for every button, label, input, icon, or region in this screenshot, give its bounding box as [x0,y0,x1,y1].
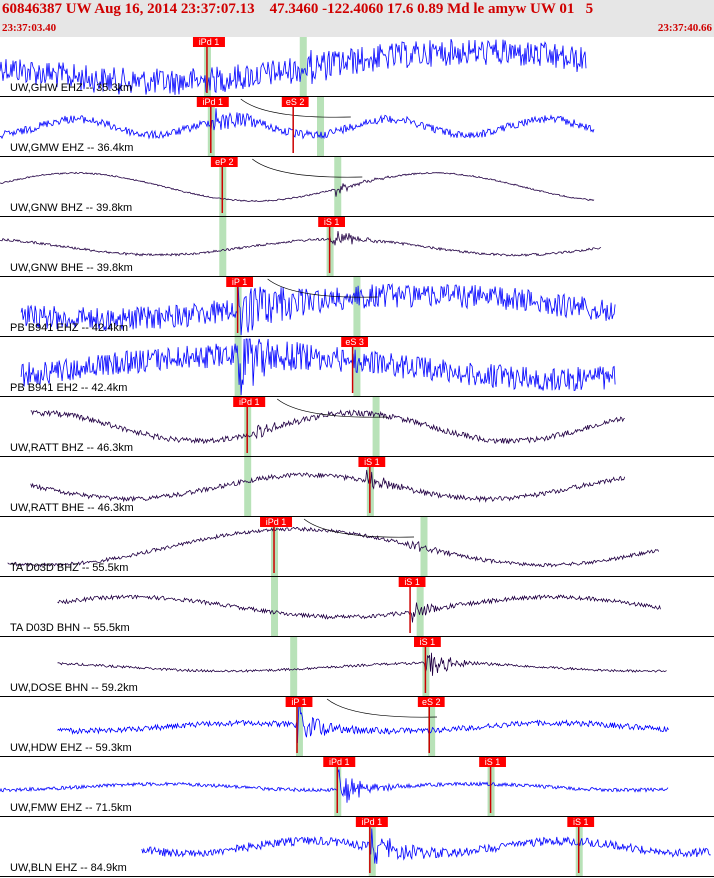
trace-station-label: UW,GNW BHZ -- 39.8km [10,202,133,214]
phase-pick-marker[interactable] [323,757,356,767]
analysis-window [353,277,361,337]
phase-pick-label[interactable]: eS 2 [422,697,441,707]
trace-station-label: PB B941 EH2 -- 42.4km [10,382,128,394]
analysis-window [295,697,303,757]
analysis-window [244,457,252,517]
phase-pick-marker[interactable] [358,457,386,467]
analysis-window [428,697,436,757]
trace-station-label: UW,GNW BHE -- 39.8km [10,262,133,274]
waveform-trace [0,230,602,257]
trace-station-label: TA D03D BHN -- 55.5km [10,622,130,634]
phase-pick-marker[interactable] [355,817,388,827]
analysis-window [334,157,342,217]
phase-pick-marker[interactable] [233,397,266,407]
analysis-window [290,637,298,697]
analysis-window [353,337,361,397]
analysis-window [271,577,279,637]
phase-pick-label[interactable]: eP 2 [215,157,233,167]
phase-pick-marker[interactable] [479,757,506,767]
waveform-trace [20,338,616,396]
trace-station-label: PB B941 EHZ -- 42.4km [10,322,128,334]
trace-station-label: UW,FMW EHZ -- 71.5km [10,802,132,814]
phase-pick-marker[interactable] [398,577,426,587]
analysis-window [219,217,227,277]
waveform-trace [141,828,711,864]
seismogram-panels[interactable]: iPd 1 iPd 1 eS 2 eP 2 iS 1 iP 1 eS 3 iPd 1 iS 1 i… [0,37,714,878]
phase-pick-label[interactable]: iS 1 [573,817,589,827]
end-time-label: 23:37:40.66 [657,22,712,34]
event-summary-title: 60846387 UW Aug 16, 2014 23:37:07.13 47.… [2,1,594,17]
phase-pick-label[interactable]: iS 1 [420,637,436,647]
phase-pick-label[interactable]: eS 2 [286,97,305,107]
phase-pick-label[interactable]: iPd 1 [239,397,260,407]
travel-time-curve [267,278,378,298]
phase-pick-label[interactable]: iS 1 [485,757,501,767]
analysis-window [416,577,424,637]
event-header: 60846387 UW Aug 16, 2014 23:37:07.13 47.… [0,0,714,37]
trace-station-label: UW,BLN EHZ -- 84.9km [10,862,127,874]
phase-pick-marker[interactable] [192,37,225,47]
waveform-trace [57,652,667,676]
phase-pick-label[interactable]: iPd 1 [203,97,224,107]
phase-pick-marker[interactable] [196,97,229,107]
phase-pick-marker[interactable] [285,697,313,707]
analysis-window [317,97,325,157]
waveform-trace [57,594,661,623]
phase-pick-label[interactable]: iS 1 [404,577,420,587]
travel-time-curve [276,398,388,418]
travel-time-curve [240,98,351,118]
phase-pick-label[interactable]: iPd 1 [329,757,350,767]
waveform-trace [0,769,669,803]
analysis-window [372,397,380,457]
phase-pick-label[interactable]: iS 1 [324,217,340,227]
trace-station-label: TA D03D BHZ -- 55.5km [10,562,129,574]
phase-pick-label[interactable]: iPd 1 [362,817,383,827]
trace-station-label: UW,RATT BHE -- 46.3km [10,502,134,514]
analysis-window [299,37,307,97]
travel-time-curve [252,158,363,178]
start-time-label: 23:37:03.40 [2,22,57,34]
phase-pick-marker[interactable] [414,637,441,647]
phase-pick-label[interactable]: iS 1 [364,457,380,467]
waveform-trace [57,699,669,744]
phase-pick-marker[interactable] [567,817,595,827]
travel-time-curve [326,698,438,718]
analysis-window [368,817,376,877]
waveform-trace [30,409,625,445]
phase-pick-label[interactable]: iP 1 [291,697,306,707]
phase-pick-marker[interactable] [318,217,345,227]
phase-pick-marker[interactable] [226,277,254,287]
waveform-trace [30,469,626,503]
waveform-trace [0,108,595,140]
phase-pick-label[interactable]: iPd 1 [199,37,220,47]
phase-pick-label[interactable]: iPd 1 [266,517,287,527]
waveform-trace [0,171,595,203]
phase-pick-marker[interactable] [210,157,238,167]
trace-station-label: UW,HDW EHZ -- 59.3km [10,742,132,754]
trace-station-label: UW,DOSE BHN -- 59.2km [10,682,138,694]
travel-time-curve [303,518,415,538]
phase-pick-marker[interactable] [260,517,293,527]
trace-station-label: UW,GMW EHZ -- 36.4km [10,142,134,154]
waveform-trace [20,282,616,336]
trace-station-label: UW,GHW EHZ -- 35.3km [10,82,133,94]
phase-pick-marker[interactable] [281,97,309,107]
phase-pick-marker[interactable] [417,697,445,707]
waveform-trace [0,38,587,95]
phase-pick-label[interactable]: eS 3 [345,337,364,347]
phase-pick-label[interactable]: iP 1 [232,277,247,287]
phase-pick-marker[interactable] [341,337,368,347]
trace-station-label: UW,RATT BHZ -- 46.3km [10,442,134,454]
